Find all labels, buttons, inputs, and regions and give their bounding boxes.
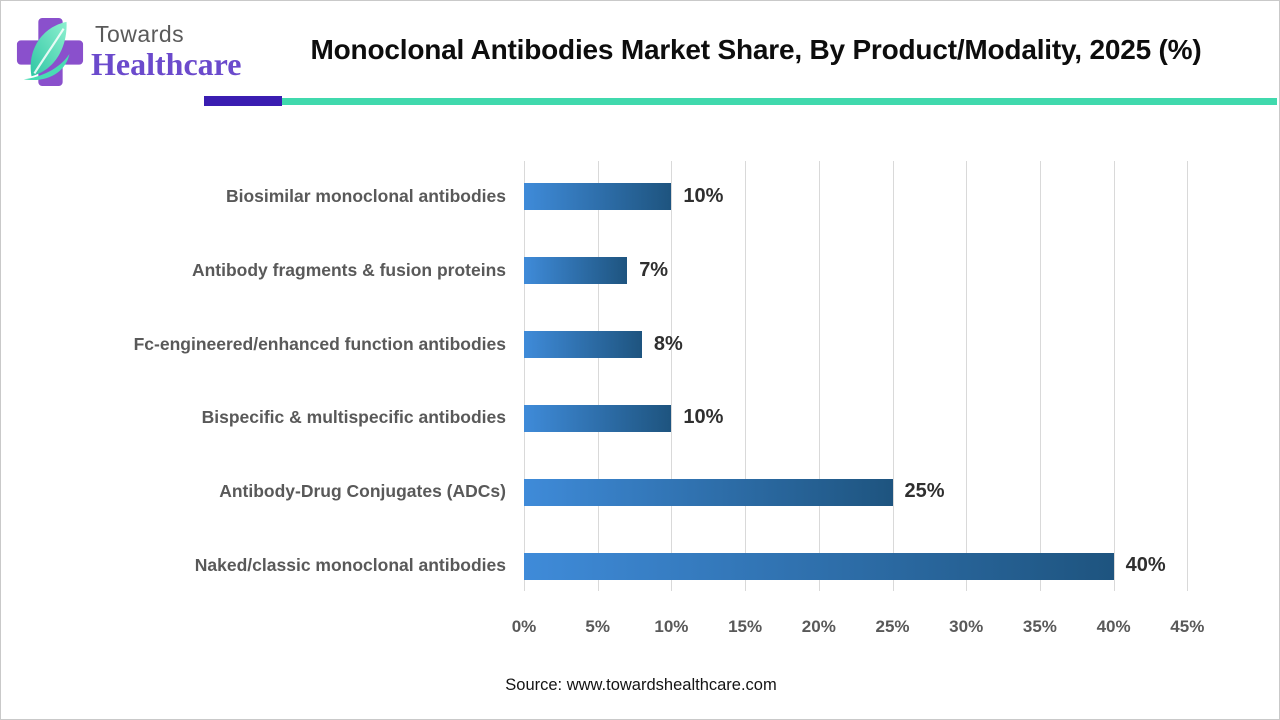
- bar-6: [524, 552, 1114, 580]
- category-label: Antibody-Drug Conjugates (ADCs): [219, 481, 506, 502]
- bar-chart-plot-area: 10% 7% 8% 10% 25% 40%: [524, 160, 1190, 603]
- gridline: [1113, 161, 1115, 591]
- x-axis-tick-label: 15%: [728, 617, 763, 636]
- gridline: [1039, 161, 1041, 591]
- gridline: [818, 161, 820, 591]
- gridline: [597, 161, 599, 591]
- value-label: 40%: [1125, 554, 1166, 577]
- x-axis-tick-label: 30%: [949, 617, 984, 636]
- x-axis-tick-label: 35%: [1022, 617, 1057, 636]
- x-axis-tick-label: 25%: [875, 617, 910, 636]
- gridline: [1187, 161, 1189, 591]
- category-label: Naked/classic monoclonal antibodies: [194, 555, 506, 576]
- gridline: [966, 161, 968, 591]
- x-axis-tick-label: 10%: [654, 617, 689, 636]
- category-label: Fc-engineered/enhanced function antibodi…: [133, 333, 506, 354]
- towards-healthcare-logo: Towards Healthcare: [15, 13, 245, 93]
- bar-5: [524, 478, 893, 506]
- bar-2: [524, 257, 628, 285]
- value-label: 7%: [639, 258, 669, 281]
- gridline: [524, 161, 525, 591]
- x-axis-tick-label: 5%: [585, 617, 610, 636]
- gridline: [671, 161, 673, 591]
- x-axis-tick-label: 40%: [1096, 617, 1131, 636]
- x-axis-tick-label: 45%: [1170, 617, 1205, 636]
- x-axis-tick-label: 20%: [801, 617, 836, 636]
- gridline: [892, 161, 894, 591]
- value-label: 25%: [904, 480, 945, 503]
- category-label: Biosimilar monoclonal antibodies: [225, 185, 506, 206]
- source-text: Source: www.towardshealthcare.com: [505, 676, 777, 694]
- logo-text-healthcare: Healthcare: [91, 46, 242, 82]
- category-label: Bispecific & multispecific antibodies: [201, 407, 506, 428]
- logo-cross-leaf-icon: [16, 17, 84, 87]
- bar-4: [524, 404, 672, 432]
- gridline: [745, 161, 747, 591]
- bar-3: [524, 331, 642, 359]
- value-label: 10%: [683, 184, 724, 207]
- x-axis-tick-label: 0%: [511, 617, 537, 636]
- divider-purple-segment: [204, 96, 282, 106]
- category-label: Antibody fragments & fusion proteins: [191, 259, 506, 280]
- divider-teal-line: [282, 98, 1277, 105]
- bar-1: [524, 183, 672, 211]
- value-label: 8%: [653, 332, 683, 355]
- value-label: 10%: [683, 406, 724, 429]
- logo-text-towards: Towards: [95, 21, 185, 47]
- chart-title: Monoclonal Antibodies Market Share, By P…: [310, 34, 1202, 65]
